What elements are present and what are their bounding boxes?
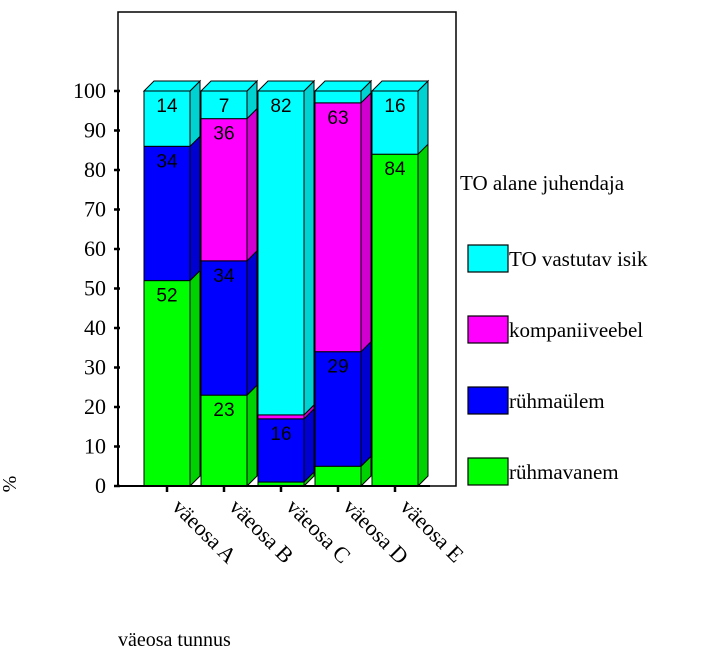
bar-side-segment (246, 249, 258, 397)
legend-label: rühmaülem (509, 389, 605, 413)
y-tick-label: 20 (84, 394, 106, 419)
y-tick-label: 70 (84, 197, 106, 222)
bar-side-segment (189, 269, 201, 488)
data-label: 23 (213, 400, 234, 421)
bar-segment (314, 102, 362, 353)
y-tick-label: 60 (84, 236, 106, 261)
legend-label: rühmavanem (509, 460, 619, 484)
bar-side-segment (303, 79, 315, 417)
bar-top (199, 80, 259, 92)
y-axis-title: % (0, 476, 21, 493)
bar-top (142, 80, 202, 92)
bar-top (370, 80, 430, 92)
bar-segment (257, 418, 305, 483)
legend-swatch (467, 457, 509, 486)
data-label: 7 (219, 96, 230, 117)
legend: TO alane juhendaja TO vastutav isik kompa… (460, 171, 648, 486)
data-label: 29 (327, 357, 348, 378)
bar-segment (257, 414, 305, 420)
bar-segment (314, 90, 362, 104)
bar-segment (371, 153, 419, 487)
legend-swatch (467, 315, 509, 344)
y-tick-label: 50 (84, 276, 106, 301)
bar-top (256, 80, 316, 92)
bar-side-segment (246, 383, 258, 488)
y-tick-label: 100 (73, 78, 106, 103)
bars-layer: 52 34 14 23 34 36 7 16 82 29 63 84 16 (142, 79, 430, 488)
data-label: 52 (156, 286, 177, 307)
bar-side-segment (303, 407, 315, 484)
legend-title: TO alane juhendaja (460, 171, 625, 195)
bar-side-segment (417, 79, 429, 156)
data-label: 34 (213, 266, 235, 287)
y-tick-label: 10 (84, 434, 106, 459)
bar-side-segment (189, 135, 201, 282)
y-tick-label: 0 (95, 473, 106, 498)
bar-side-segment (360, 340, 372, 468)
bar-side-segment (189, 79, 201, 148)
data-label: 36 (213, 124, 234, 145)
legend-label: TO vastutav isik (509, 247, 648, 271)
y-tick-label: 80 (84, 157, 106, 182)
legend-swatch (467, 244, 509, 273)
y-tick-label: 40 (84, 315, 106, 340)
legend-swatch (467, 386, 509, 415)
legend-label: kompaniiveebel (509, 318, 643, 342)
bar-segment (200, 260, 248, 396)
y-tick-label: 30 (84, 355, 106, 380)
bar-segment (143, 90, 191, 147)
bar-segment (257, 90, 305, 416)
bar-segment (314, 465, 362, 487)
data-label: 14 (156, 96, 178, 117)
data-label: 16 (384, 96, 405, 117)
data-label: 16 (270, 424, 291, 445)
y-axis: 0 10 20 30 40 50 60 70 80 90 100 (73, 78, 430, 498)
x-axis-title: väeosa tunnus (118, 629, 231, 651)
data-label: 63 (327, 108, 348, 129)
bar-top (313, 80, 373, 92)
data-label: 34 (156, 151, 178, 172)
bar-side-segment (360, 91, 372, 353)
bar-segment (143, 280, 191, 487)
data-label: 82 (270, 96, 291, 117)
y-tick-label: 90 (84, 118, 106, 143)
bar-side-segment (246, 107, 258, 263)
bar-segment (200, 118, 248, 262)
data-label: 84 (384, 159, 406, 180)
bar-side-segment (417, 142, 429, 488)
